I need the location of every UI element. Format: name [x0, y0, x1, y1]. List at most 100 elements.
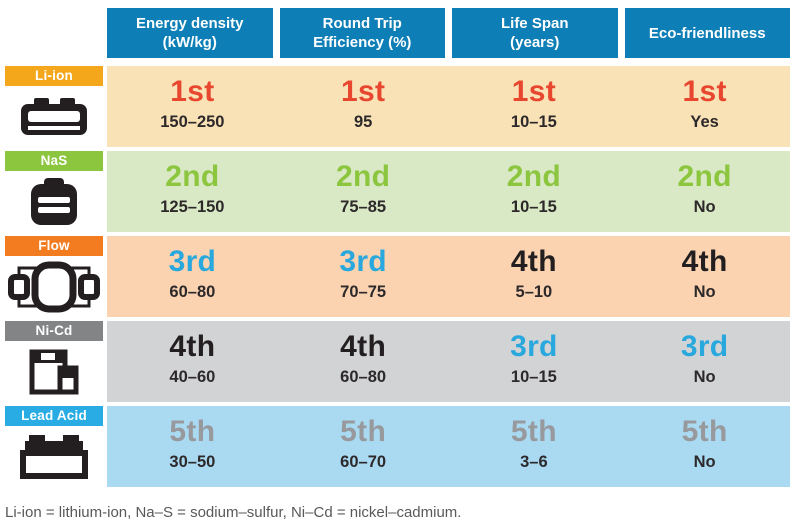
column-header-line1: Energy density	[135, 15, 244, 32]
value: 30–50	[169, 453, 216, 471]
table-cell: 4th 40–60	[107, 321, 278, 402]
table-cell: 4th No	[619, 236, 790, 317]
table-cell: 1st 10–15	[449, 66, 620, 147]
battery-type-tag: Ni-Cd	[5, 321, 103, 341]
row-label-column: NaS	[5, 151, 103, 232]
value: 60–80	[169, 283, 216, 301]
table-cell: 3rd 70–75	[278, 236, 449, 317]
rank: 4th	[340, 330, 387, 363]
table-cell: 1st 95	[278, 66, 449, 147]
column-header-round-trip-efficiency: Round Trip Efficiency (%)	[279, 8, 445, 58]
value: 10–15	[510, 368, 557, 386]
table-cell: 3rd 60–80	[107, 236, 278, 317]
rank: 1st	[682, 75, 727, 108]
row-label-column: Li-ion	[5, 66, 103, 147]
row-label-column: Flow	[5, 236, 103, 317]
rank: 2nd	[165, 160, 220, 193]
row-band: 2nd 125–150 2nd 75–85 2nd 10–15 2nd No	[107, 151, 790, 232]
column-header-line1: Life Span	[500, 15, 569, 32]
column-header-eco-friendliness: Eco-friendliness	[624, 8, 790, 58]
rank: 5th	[169, 415, 216, 448]
rank: 5th	[340, 415, 387, 448]
table-row-flow: Flow 3rd 60–80 3rd	[5, 236, 790, 317]
value: 10–15	[510, 198, 557, 216]
column-header-line2: Efficiency (%)	[313, 34, 412, 51]
rank: 2nd	[336, 160, 391, 193]
table-cell: 2nd 125–150	[107, 151, 278, 232]
table-cell: 1st 150–250	[107, 66, 278, 147]
footnote: Li-ion = lithium-ion, Na–S = sodium–sulf…	[5, 504, 462, 521]
battery-type-tag: NaS	[5, 151, 103, 171]
rank: 3rd	[510, 330, 558, 363]
row-band: 4th 40–60 4th 60–80 3rd 10–15 3rd No	[107, 321, 790, 402]
table-cell: 5th 3–6	[449, 406, 620, 487]
table-cell: 2nd No	[619, 151, 790, 232]
header-boxes: Energy density (kW/kg) Round Trip Effici…	[107, 8, 790, 58]
value: 10–15	[510, 113, 557, 131]
column-header-line1: Eco-friendliness	[648, 24, 766, 42]
li-ion-battery-icon	[5, 86, 103, 147]
value: 5–10	[515, 283, 553, 301]
table-cell: 1st Yes	[619, 66, 790, 147]
table-cell: 4th 5–10	[449, 236, 620, 317]
value: 125–150	[160, 198, 225, 216]
column-header-line1: Round Trip	[322, 15, 402, 32]
table-row-ni-cd: Ni-Cd 4th 40–60 4th	[5, 321, 790, 402]
rank: 3rd	[339, 245, 387, 278]
row-band: 3rd 60–80 3rd 70–75 4th 5–10 4th No	[107, 236, 790, 317]
row-band: 1st 150–250 1st 95 1st 10–15 1st Yes	[107, 66, 790, 147]
rank: 1st	[170, 75, 215, 108]
row-label-column: Ni-Cd	[5, 321, 103, 402]
rank: 3rd	[680, 330, 729, 363]
battery-type-tag: Lead Acid	[5, 406, 103, 426]
table-cell: 5th 30–50	[107, 406, 278, 487]
table-cell: 3rd 10–15	[449, 321, 620, 402]
table-cell: 5th No	[619, 406, 790, 487]
value: Yes	[690, 113, 719, 131]
value: 70–75	[340, 283, 387, 301]
rank: 2nd	[506, 160, 561, 193]
value: No	[693, 453, 716, 471]
battery-type-tag: Flow	[5, 236, 103, 256]
rank: 4th	[681, 245, 728, 278]
table-cell: 4th 60–80	[278, 321, 449, 402]
header-spacer	[5, 8, 103, 58]
rank: 1st	[340, 75, 386, 108]
flow-battery-icon	[5, 256, 103, 317]
table-cell: 3rd No	[619, 321, 790, 402]
rank: 4th	[169, 330, 216, 363]
value: 60–70	[340, 453, 387, 471]
column-header-line2: (years)	[510, 34, 560, 51]
value: 75–85	[340, 198, 387, 216]
value: 150–250	[160, 113, 225, 131]
header-row: Energy density (kW/kg) Round Trip Effici…	[5, 8, 790, 58]
row-band: 5th 30–50 5th 60–70 5th 3–6 5th No	[107, 406, 790, 487]
value: No	[693, 198, 716, 216]
rank: 5th	[510, 415, 557, 448]
battery-type-tag: Li-ion	[5, 66, 103, 86]
value: 60–80	[340, 368, 387, 386]
table-row-lead-acid: Lead Acid 5th 30–50 5th 60–	[5, 406, 790, 487]
column-header-energy-density: Energy density (kW/kg)	[107, 8, 273, 58]
column-header-line2: (kW/kg)	[162, 34, 217, 51]
table-body: Li-ion 1st 150–250 1st	[5, 66, 790, 487]
table-row-nas: NaS 2nd 125–150 2nd 75–85	[5, 151, 790, 232]
value: No	[693, 283, 716, 301]
table-cell: 2nd 10–15	[449, 151, 620, 232]
rank: 3rd	[168, 245, 217, 278]
rank: 5th	[681, 415, 728, 448]
value: 40–60	[169, 368, 216, 386]
rank: 1st	[511, 75, 556, 108]
row-label-column: Lead Acid	[5, 406, 103, 487]
table-row-li-ion: Li-ion 1st 150–250 1st	[5, 66, 790, 147]
nas-battery-icon	[5, 171, 103, 232]
value: 3–6	[520, 453, 548, 471]
rank: 2nd	[677, 160, 732, 193]
table-cell: 5th 60–70	[278, 406, 449, 487]
rank: 4th	[510, 245, 557, 278]
lead-acid-battery-icon	[5, 426, 103, 487]
ni-cd-battery-icon	[5, 341, 103, 402]
value: 95	[353, 113, 373, 131]
value: No	[693, 368, 716, 386]
